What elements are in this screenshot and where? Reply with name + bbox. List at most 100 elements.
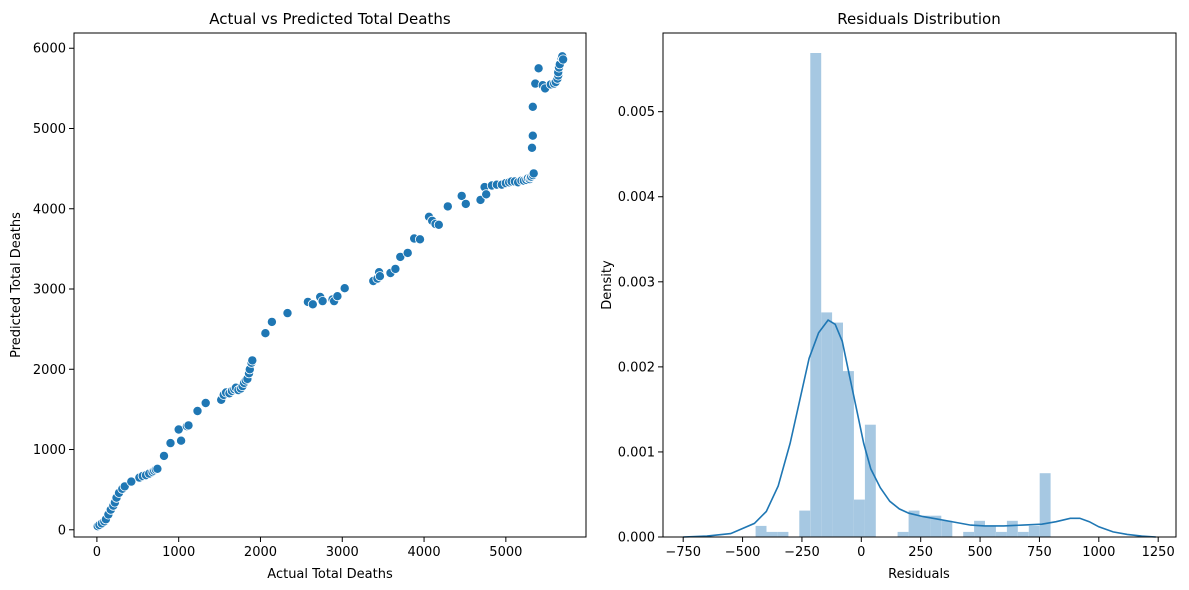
histogram-bars <box>755 53 1051 537</box>
residuals-plot-panel: −750 −500 −250 0 250 500 750 1000 1250 0.0000.00… <box>600 10 1177 582</box>
residuals-x-tick-label-0: −750 <box>665 545 701 560</box>
histogram-bar-21 <box>985 525 996 537</box>
residuals-x-tick-label-5: 500 <box>968 545 993 560</box>
histogram-bar-20 <box>974 520 985 537</box>
scatter-y-ticks: 0 1000 2000 3000 4000 5000 6000 <box>33 42 74 538</box>
scatter-point-53 <box>317 296 328 307</box>
residuals-x-tick-label-7: 1000 <box>1082 545 1115 560</box>
residuals-x-tick-label-1: −500 <box>725 545 761 560</box>
residuals-x-tick-label-3: 0 <box>857 545 865 560</box>
scatter-y-tick-label-3: 3000 <box>33 283 66 298</box>
residuals-x-axis-label: Residuals <box>888 567 950 582</box>
histogram-bar-16 <box>930 515 942 537</box>
scatter-point-67 <box>414 234 425 245</box>
histogram-bar-25 <box>1028 525 1040 537</box>
scatter-plot-area <box>74 33 586 537</box>
histogram-bar-10 <box>864 424 876 537</box>
scatter-x-tick-label-2: 2000 <box>244 545 277 560</box>
scatter-point-49 <box>282 308 293 319</box>
histogram-bar-22 <box>996 531 1007 537</box>
histogram-bar-26 <box>1039 473 1051 537</box>
scatter-x-tick-label-3: 3000 <box>326 545 359 560</box>
scatter-point-65 <box>402 247 413 258</box>
residuals-y-tick-label-3: 0.003 <box>618 275 655 290</box>
residuals-y-tick-label-0: 0.000 <box>618 531 655 546</box>
residuals-x-tick-label-8: 1250 <box>1142 545 1175 560</box>
scatter-point-74 <box>460 198 471 209</box>
histogram-bar-1 <box>766 531 778 537</box>
scatter-y-tick-label-6: 6000 <box>33 42 66 57</box>
scatter-point-48 <box>266 316 277 327</box>
scatter-point-73 <box>456 190 467 201</box>
residuals-y-ticks: 0.000 0.001 0.002 0.003 0.004 0.005 <box>618 105 663 546</box>
histogram-bar-5 <box>810 53 822 537</box>
histogram-bar-0 <box>755 525 767 537</box>
histogram-bar-4 <box>799 510 811 537</box>
histogram-bar-8 <box>843 371 854 537</box>
scatter-x-tick-label-5: 5000 <box>489 545 522 560</box>
scatter-plot-panel: 0 1000 2000 3000 4000 5000 0 1000 2000 3000 4000 5… <box>9 10 587 582</box>
scatter-point-13 <box>126 476 137 487</box>
scatter-point-61 <box>374 271 385 282</box>
scatter-point-27 <box>183 420 194 431</box>
histogram-bar-7 <box>832 322 843 537</box>
residuals-y-tick-label-5: 0.005 <box>618 105 655 120</box>
scatter-point-77 <box>481 189 492 200</box>
scatter-point-22 <box>158 450 169 461</box>
residuals-x-ticks: −750 −500 −250 0 250 500 750 1000 1250 <box>665 537 1175 560</box>
scatter-point-72 <box>442 201 453 212</box>
scatter-y-tick-label-0: 0 <box>58 523 66 538</box>
scatter-point-112 <box>558 54 569 65</box>
histogram-bar-17 <box>941 520 953 537</box>
residuals-plot-frame <box>662 32 1177 538</box>
scatter-y-axis-label: Predicted Total Deaths <box>9 212 24 358</box>
histogram-bar-24 <box>1017 531 1029 537</box>
histogram-bar-23 <box>1006 520 1018 537</box>
residuals-x-tick-label-4: 250 <box>908 545 933 560</box>
scatter-y-tick-label-2: 2000 <box>33 363 66 378</box>
scatter-point-25 <box>176 435 187 446</box>
kde-curve <box>683 319 1156 538</box>
scatter-x-axis-label: Actual Total Deaths <box>267 567 393 582</box>
scatter-y-tick-label-4: 4000 <box>33 202 66 217</box>
residuals-title: Residuals Distribution <box>837 10 1000 28</box>
scatter-point-46 <box>247 355 258 366</box>
scatter-point-21 <box>152 463 163 474</box>
histogram-bar-15 <box>919 515 931 537</box>
scatter-point-29 <box>200 397 211 408</box>
scatter-point-23 <box>165 438 176 449</box>
scatter-point-57 <box>339 283 350 294</box>
scatter-y-tick-label-1: 1000 <box>33 443 66 458</box>
scatter-point-99 <box>533 63 544 74</box>
scatter-x-tick-label-4: 4000 <box>408 545 441 560</box>
scatter-point-47 <box>260 328 271 339</box>
residuals-y-axis-label: Density <box>600 260 615 310</box>
histogram-bar-13 <box>897 531 909 537</box>
scatter-point-71 <box>433 219 444 230</box>
scatter-y-tick-label-5: 5000 <box>33 122 66 137</box>
scatter-point-95 <box>527 142 538 153</box>
histogram-bar-19 <box>963 531 975 537</box>
residuals-y-tick-label-2: 0.002 <box>618 360 655 375</box>
scatter-x-ticks: 0 1000 2000 3000 4000 5000 <box>93 537 522 560</box>
scatter-point-96 <box>527 130 538 141</box>
residuals-y-tick-label-4: 0.004 <box>618 190 655 205</box>
scatter-x-tick-label-0: 0 <box>93 545 101 560</box>
residuals-y-tick-label-1: 0.001 <box>618 445 655 460</box>
scatter-title: Actual vs Predicted Total Deaths <box>209 10 451 28</box>
residuals-x-tick-label-6: 750 <box>1027 545 1052 560</box>
scatter-point-97 <box>527 101 538 112</box>
histogram-bar-9 <box>854 499 865 537</box>
histogram-bar-2 <box>777 531 789 537</box>
scatter-point-94 <box>528 168 539 179</box>
histogram-bar-14 <box>908 510 920 537</box>
histogram-bar-6 <box>821 312 833 537</box>
scatter-points <box>92 51 569 532</box>
residuals-plot-area <box>663 33 1176 537</box>
scatter-point-51 <box>307 299 318 310</box>
residuals-x-tick-label-2: −250 <box>784 545 820 560</box>
scatter-point-63 <box>390 263 401 274</box>
scatter-point-28 <box>192 405 203 416</box>
scatter-plot-frame <box>73 32 587 538</box>
